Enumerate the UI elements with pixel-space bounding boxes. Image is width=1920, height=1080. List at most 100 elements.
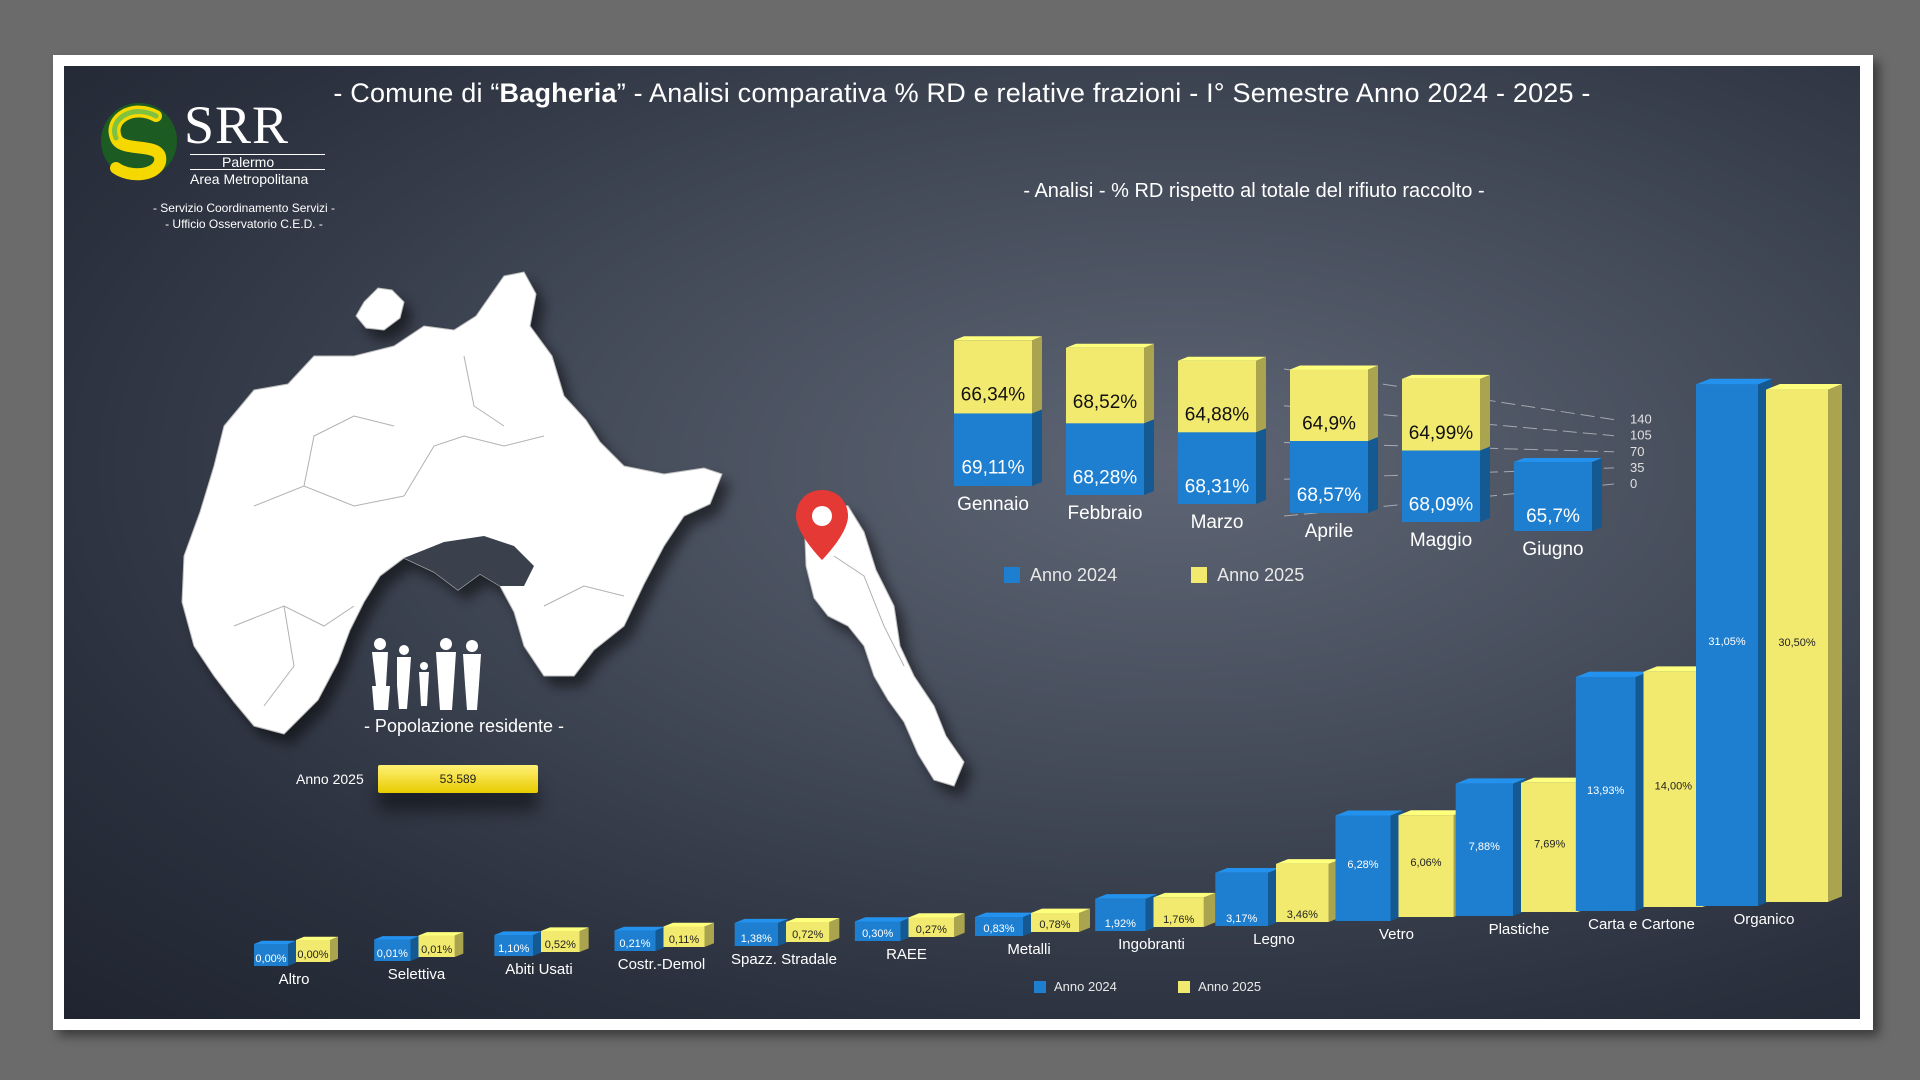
bar-2024-metalli <box>975 912 1034 936</box>
bar-2024-raee-top <box>854 917 911 922</box>
chart2-legend: Anno 2024 Anno 2025 <box>1034 978 1261 994</box>
bar-2025-spazz-stradale <box>786 918 840 942</box>
map-province-west <box>181 271 723 735</box>
bar-2025-altro <box>296 936 338 962</box>
logo-divider <box>190 154 325 155</box>
ytick-label: 70 <box>1630 444 1644 459</box>
population-label: - Popolazione residente - <box>363 716 565 736</box>
bar-label-2024: 0,30% <box>862 928 893 940</box>
bar-2024-spazz-stradale-front <box>734 922 778 946</box>
category-label: Aprile <box>1305 521 1354 542</box>
bar-2024-gennaio-side <box>1032 409 1042 486</box>
bar-2025-altro-side <box>330 936 338 962</box>
title-prefix: - Comune di “ <box>333 78 500 108</box>
bar-2025-metalli-top <box>1031 908 1090 913</box>
bar-2025-selettiva-front <box>418 935 455 957</box>
bar-label-2024: 7,88% <box>1469 841 1500 853</box>
bar-2025-marzo-side <box>1256 356 1266 433</box>
infographic-panel: - Comune di “Bagheria” - Analisi compara… <box>64 66 1860 1019</box>
bar-2025-marzo-top <box>1178 356 1266 361</box>
bar-2024-altro-top <box>254 940 296 944</box>
bar-2024-marzo <box>1178 428 1266 504</box>
bar-2024-legno-top <box>1215 867 1280 873</box>
bar-2025-abiti-usati-front <box>541 931 580 952</box>
bar-label-2025: 64,99% <box>1409 423 1474 444</box>
bar-2025-plastiche-top <box>1521 777 1592 783</box>
bar-2024-selettiva-side <box>410 936 419 961</box>
bar-2025-abiti-usati <box>541 927 589 952</box>
bar-label-2024: 0,21% <box>619 938 650 950</box>
bar-label-2025: 0,00% <box>297 949 328 961</box>
bar-2024-aprile <box>1290 437 1378 513</box>
bar-label-2025: 68,52% <box>1073 392 1138 413</box>
legend-swatch-2025 <box>1191 567 1208 584</box>
bar-label-2024: 68,28% <box>1073 467 1138 488</box>
fractions-chart: 0,00% 0,00% Altro 0,01% 0,01% Selettiva 1,10% 0… <box>254 378 1842 988</box>
bar-2025-vetro-front <box>1398 815 1454 917</box>
bar-2024-marzo-front <box>1178 432 1256 504</box>
legend2-swatch-2025 <box>1178 980 1191 993</box>
bar-2024-spazz-stradale-top <box>734 918 788 923</box>
legend-label-2024: Anno 2024 <box>1030 564 1118 585</box>
category-label: Abiti Usati <box>505 961 573 978</box>
bar-2024-febbraio-front <box>1066 423 1144 495</box>
bar-2025-marzo <box>1178 356 1266 433</box>
bar-2025-organico-front <box>1766 389 1828 903</box>
bar-2025-costr-demol-front <box>663 926 705 947</box>
bar-label-2024: 0,00% <box>255 953 286 965</box>
bar-2025-gennaio-top <box>954 336 1042 341</box>
bar-2024-giugno-side <box>1592 458 1602 531</box>
category-label: Altro <box>279 971 310 988</box>
bar-2024-metalli-front <box>975 917 1023 936</box>
bar-2025-costr-demol <box>663 922 714 947</box>
bar-label-2024: 1,10% <box>498 943 529 955</box>
bar-2025-raee-side <box>954 913 965 937</box>
bar-2025-abiti-usati-top <box>541 927 589 931</box>
territory-map <box>181 271 965 787</box>
category-label: Metalli <box>1007 941 1050 958</box>
bar-2025-legno-top <box>1276 859 1341 864</box>
bar-2025-organico-side <box>1828 384 1842 902</box>
title-suffix: ” - Analisi comparativa % RD e relative … <box>616 78 1591 108</box>
bar-label-2025: 6,06% <box>1410 857 1441 869</box>
bar-2025-aprile-side <box>1368 365 1378 442</box>
bar-label-2024: 31,05% <box>1708 636 1746 648</box>
category-label: Marzo <box>1191 512 1244 533</box>
bar-2025-altro-front <box>296 940 330 962</box>
bar-2025-costr-demol-top <box>663 922 714 927</box>
logo-divider-2 <box>190 169 325 170</box>
bar-2024-altro <box>254 940 296 966</box>
category-label: Plastiche <box>1489 921 1550 938</box>
bar-label-2025: 0,52% <box>545 939 576 951</box>
bar-2025-ingobranti-front <box>1153 897 1204 927</box>
bar-2024-carta-e-cartone-top <box>1575 671 1649 677</box>
bar-2024-altro-front <box>254 944 288 966</box>
bar-2024-legno <box>1215 867 1280 926</box>
bar-2024-vetro-front <box>1335 815 1391 921</box>
bar-2024-selettiva-front <box>374 939 411 961</box>
bar-2025-metalli <box>1031 908 1090 932</box>
bar-label-2025: 0,01% <box>421 944 452 956</box>
bar-2025-febbraio-top <box>1066 343 1154 348</box>
service-line-1: - Servizio Coordinamento Servizi - <box>152 201 336 215</box>
category-label: Febbraio <box>1068 503 1143 524</box>
bar-2025-spazz-stradale-side <box>829 918 840 942</box>
people-icon <box>372 638 481 710</box>
bar-2025-maggio-front <box>1402 378 1480 451</box>
bar-2024-costr-demol-front <box>614 930 656 951</box>
bar-2025-raee <box>908 913 965 937</box>
bar-2025-selettiva-side <box>454 932 464 957</box>
bar-2024-raee-front <box>854 921 901 941</box>
category-label: Vetro <box>1379 926 1414 943</box>
bar-2024-giugno <box>1514 458 1602 531</box>
bar-2025-abiti-usati-side <box>579 927 589 952</box>
legend2-label-2024: Anno 2024 <box>1054 979 1117 995</box>
bar-2024-plastiche-top <box>1455 778 1526 784</box>
bar-label-2025: 14,00% <box>1655 780 1693 792</box>
bar-2025-organico <box>1766 384 1842 903</box>
bar-2025-vetro-top <box>1398 810 1466 816</box>
bar-2024-febbraio <box>1066 419 1154 495</box>
bar-label-2025: 64,9% <box>1302 413 1356 434</box>
legend2-swatch-2024 <box>1034 980 1046 993</box>
